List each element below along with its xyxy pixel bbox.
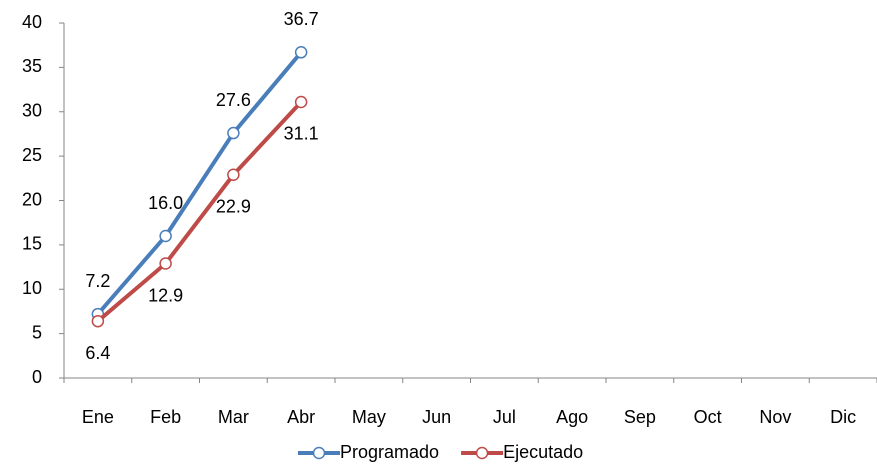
data-point: [227, 168, 240, 182]
data-point: [159, 229, 172, 243]
series-line: [96, 51, 303, 316]
y-tick-label: 35: [22, 56, 42, 76]
y-tick-label: 25: [22, 145, 42, 165]
data-point: [91, 314, 105, 328]
data-point: [294, 46, 308, 59]
x-tick-label: Dic: [830, 407, 856, 427]
x-tick-label: Ene: [82, 407, 114, 427]
y-tick-label: 20: [22, 189, 42, 209]
series-line: [96, 100, 303, 323]
x-tick-label: Jun: [422, 407, 451, 427]
data-point: [294, 95, 308, 109]
y-tick-label: 5: [32, 322, 42, 342]
data-label: 12.9: [148, 285, 183, 305]
legend-label: Ejecutado: [503, 442, 583, 462]
x-tick-label: Mar: [218, 407, 249, 427]
data-label: 31.1: [284, 124, 319, 144]
x-tick-label: Nov: [759, 407, 791, 427]
legend: Programado Ejecutado: [298, 442, 583, 462]
data-point: [227, 126, 240, 140]
legend-label: Programado: [340, 442, 439, 462]
x-tick-label: Feb: [150, 407, 181, 427]
data-label: 27.6: [216, 90, 251, 110]
data-label: 16.0: [148, 193, 183, 213]
y-tick-label: 10: [22, 278, 42, 298]
x-tick-label: Jul: [493, 407, 516, 427]
data-label: 6.4: [85, 343, 110, 363]
x-tick-label: Oct: [694, 407, 722, 427]
y-tick-label: 30: [22, 101, 42, 121]
legend-marker: [475, 446, 489, 460]
data-point: [159, 257, 172, 270]
data-label: 36.7: [284, 9, 319, 29]
y-tick-label: 15: [22, 234, 42, 254]
data-label: 22.9: [216, 197, 251, 217]
x-tick-label: Sep: [624, 407, 656, 427]
legend-marker: [312, 446, 326, 460]
data-label: 7.2: [85, 271, 110, 291]
x-tick-label: Ago: [556, 407, 588, 427]
y-tick-label: 40: [22, 12, 42, 32]
y-tick-label: 0: [32, 367, 42, 387]
x-tick-label: May: [352, 407, 386, 427]
x-tick-label: Abr: [287, 407, 315, 427]
